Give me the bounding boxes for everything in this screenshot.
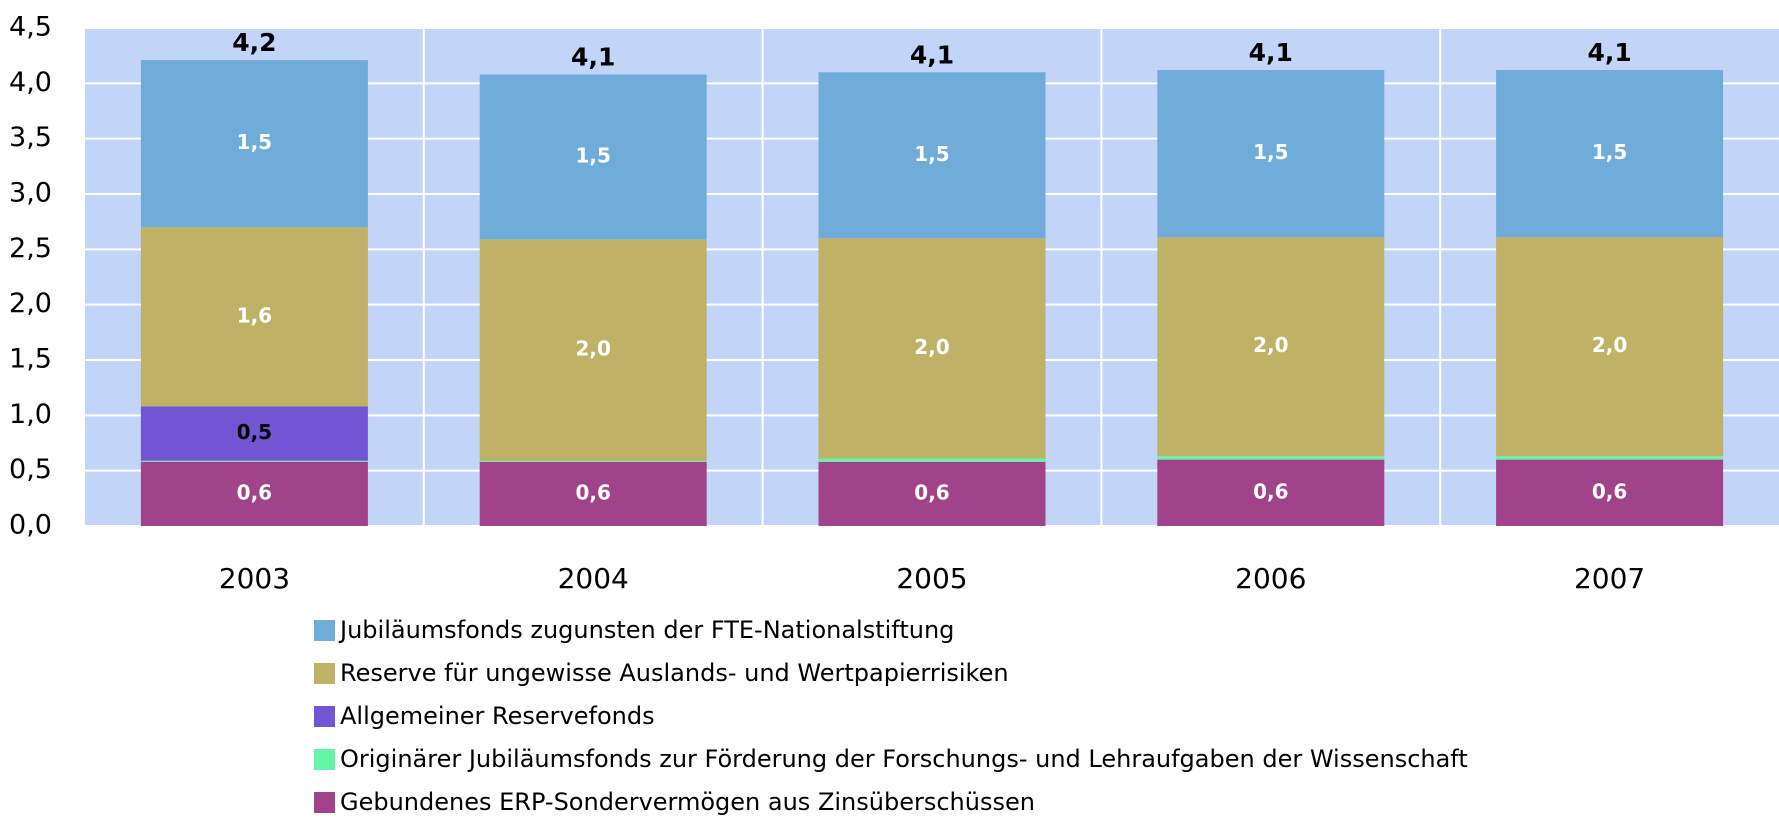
data-label: 1,6 (237, 303, 272, 327)
bar-segment (818, 238, 1046, 459)
data-label: 0,5 (237, 420, 272, 444)
data-label: 0,6 (1592, 479, 1627, 503)
data-label: 2,0 (914, 335, 949, 359)
data-label: 1,5 (237, 130, 272, 154)
bar-segment (1496, 459, 1724, 526)
y-tick-label: 0,0 (9, 510, 52, 541)
y-tick-label: 3,5 (9, 122, 52, 153)
x-tick-label: 2006 (1235, 562, 1306, 595)
legend-swatch (314, 620, 335, 641)
legend-swatch (314, 749, 335, 770)
data-label: 0,6 (914, 480, 949, 504)
data-label: 1,5 (1592, 140, 1627, 164)
bar-segment (1157, 459, 1385, 526)
bar-segment (1157, 70, 1385, 238)
bar-segment (1496, 456, 1724, 460)
total-label: 4,1 (1587, 38, 1631, 67)
bar-segment (140, 406, 368, 461)
data-label: 1,5 (914, 142, 949, 166)
bar-segment (140, 460, 368, 462)
legend-label: Jubiläumsfonds zugunsten der FTE-Nationa… (338, 616, 954, 644)
total-label: 4,1 (571, 42, 615, 71)
bar-segment (479, 239, 707, 461)
bar-segment (140, 60, 368, 228)
y-tick-label: 1,0 (9, 399, 52, 430)
bar-segment (140, 461, 368, 526)
legend-label: Originärer Jubiläumsfonds zur Förderung … (340, 745, 1468, 773)
data-label: 2,0 (1592, 333, 1627, 357)
bar-segment (479, 461, 707, 526)
y-tick-label: 1,5 (9, 344, 52, 375)
x-tick-label: 2003 (219, 562, 290, 595)
data-label: 0,6 (575, 480, 610, 504)
total-label: 4,2 (232, 28, 276, 57)
bar-segment (1157, 237, 1385, 457)
bar-segment (1157, 456, 1385, 460)
y-tick-label: 2,5 (9, 233, 52, 264)
bar-segment (818, 72, 1046, 239)
bar-segment (1496, 237, 1724, 457)
legend-label: Gebundenes ERP-Sondervermögen aus Zinsüb… (340, 788, 1035, 816)
y-tick-label: 4,0 (9, 67, 52, 98)
bar-segment (1496, 70, 1724, 238)
bar-segment (479, 460, 707, 462)
x-tick-label: 2005 (896, 562, 967, 595)
legend-swatch (314, 706, 335, 727)
legend-swatch (314, 792, 335, 813)
data-label: 0,6 (1253, 479, 1288, 503)
data-label: 2,0 (1253, 333, 1288, 357)
bar-segment (818, 458, 1046, 462)
x-tick-label: 2007 (1574, 562, 1645, 595)
y-tick-label: 3,0 (9, 178, 52, 209)
legend-label: Allgemeiner Reservefonds (340, 702, 655, 730)
x-tick-label: 2004 (558, 562, 629, 595)
data-label: 1,5 (1253, 140, 1288, 164)
total-label: 4,1 (1249, 38, 1293, 67)
data-label: 0,6 (237, 480, 272, 504)
bar-segment (818, 461, 1046, 526)
data-label: 1,5 (575, 143, 610, 167)
y-tick-label: 4,5 (9, 12, 52, 43)
bar-segment (479, 74, 707, 240)
bar-segment (140, 227, 368, 407)
legend-swatch (314, 663, 335, 684)
total-label: 4,1 (910, 40, 954, 69)
legend-label: Reserve für ungewisse Auslands- und Wert… (340, 659, 1009, 687)
y-tick-label: 2,0 (9, 288, 52, 319)
data-label: 2,0 (575, 337, 610, 361)
y-tick-label: 0,5 (9, 454, 52, 485)
